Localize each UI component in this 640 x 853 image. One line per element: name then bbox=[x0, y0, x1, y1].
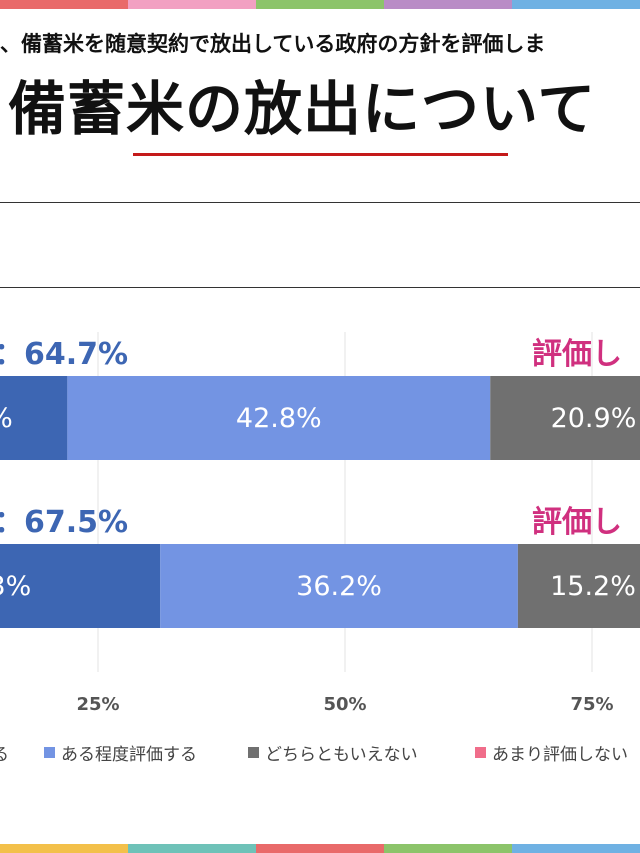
positive-summary-label: ：67.5% bbox=[0, 505, 128, 540]
bar-segment bbox=[67, 376, 491, 460]
stripe-segment bbox=[128, 844, 256, 853]
question-box bbox=[0, 202, 640, 288]
bar-segment bbox=[0, 376, 68, 460]
stripe-segment bbox=[512, 844, 640, 853]
legend-swatch bbox=[248, 747, 259, 758]
stripe-segment bbox=[384, 844, 512, 853]
bar-value-label: .3% bbox=[0, 571, 31, 602]
legend-item: る bbox=[0, 740, 9, 765]
bar-segment bbox=[517, 544, 640, 628]
page-title: 備蓄米の放出について bbox=[8, 75, 597, 143]
bar-value-label: 36.2% bbox=[296, 571, 382, 602]
x-tick-label: 25% bbox=[76, 694, 119, 715]
bar-segment bbox=[160, 544, 518, 628]
legend-label: どちらともいえない bbox=[265, 745, 418, 765]
legend-item: あまり評価しない bbox=[475, 740, 628, 765]
stripe-segment bbox=[384, 0, 512, 9]
negative-summary-label: 評価し bbox=[532, 505, 622, 540]
legend-swatch bbox=[44, 747, 55, 758]
stripe-segment bbox=[256, 844, 384, 853]
bar-segment bbox=[490, 376, 640, 460]
stripe-segment bbox=[0, 844, 128, 853]
positive-summary-label: ：64.7% bbox=[0, 337, 128, 372]
stripe-segment bbox=[256, 0, 384, 9]
title-underline bbox=[133, 153, 508, 156]
chart-legend: る ある程度評価する どちらともいえない あまり評価しない bbox=[0, 740, 640, 770]
legend-label: ある程度評価する bbox=[61, 745, 197, 765]
x-tick-label: 50% bbox=[323, 694, 366, 715]
top-color-stripe bbox=[0, 0, 640, 9]
bar-segment bbox=[0, 544, 161, 628]
stripe-segment bbox=[128, 0, 256, 9]
legend-label: る bbox=[0, 745, 9, 765]
bar-value-label: 42.8% bbox=[236, 403, 322, 434]
legend-item: どちらともいえない bbox=[248, 740, 418, 765]
bottom-color-stripe bbox=[0, 844, 640, 853]
bar-value-label: 20.9% bbox=[551, 403, 637, 434]
negative-summary-label: 評価し bbox=[532, 337, 622, 372]
stripe-segment bbox=[0, 0, 128, 9]
stacked-bar-chart: 25% 50% 75%% 42.8% 20.9% ：64.7% 評価し .3% 36.2% 15.… bbox=[0, 332, 640, 715]
legend-swatch bbox=[475, 747, 486, 758]
bar-value-label: 15.2% bbox=[550, 571, 636, 602]
x-tick-label: 75% bbox=[570, 694, 613, 715]
bar-value-label: % bbox=[0, 403, 13, 434]
stripe-segment bbox=[512, 0, 640, 9]
question-text: 、備蓄米を随意契約で放出している政府の方針を評価しま bbox=[0, 32, 546, 56]
legend-item: ある程度評価する bbox=[44, 740, 197, 765]
legend-label: あまり評価しない bbox=[492, 745, 628, 765]
